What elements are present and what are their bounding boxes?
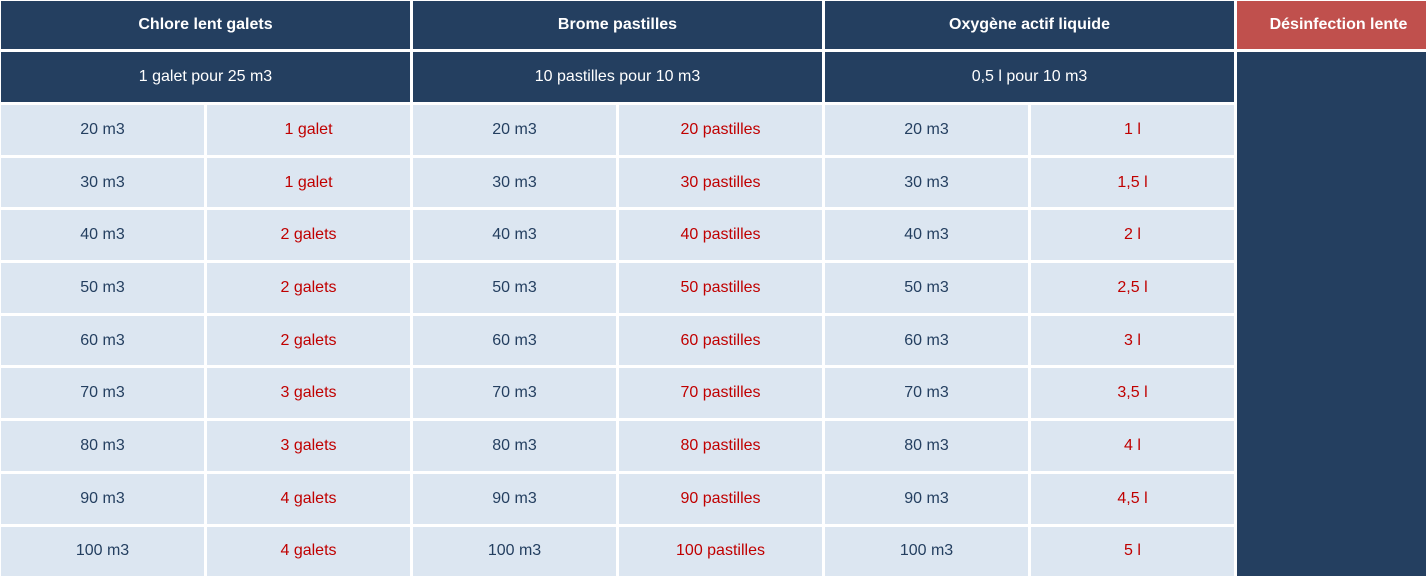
brome-volume-cell: 70 m3 <box>413 368 616 418</box>
brome-dose-cell: 100 pastilles <box>619 527 822 576</box>
oxygene-dose-cell: 1 l <box>1031 105 1234 155</box>
chlore-volume-cell: 60 m3 <box>1 316 204 366</box>
brome-volume-cell: 50 m3 <box>413 263 616 313</box>
oxygene-volume-cell: 60 m3 <box>825 316 1028 366</box>
chlore-dose-cell: 1 galet <box>207 105 410 155</box>
desinfection-side-panel <box>1237 52 1426 576</box>
subheader-brome: 10 pastilles pour 10 m3 <box>413 52 822 102</box>
brome-volume-cell: 60 m3 <box>413 316 616 366</box>
chlore-volume-cell: 80 m3 <box>1 421 204 471</box>
oxygene-dose-cell: 2,5 l <box>1031 263 1234 313</box>
subheader-oxygene: 0,5 l pour 10 m3 <box>825 52 1234 102</box>
brome-volume-cell: 30 m3 <box>413 158 616 208</box>
dosage-table-sheet: Chlore lent galets Brome pastilles Oxygè… <box>0 0 1426 550</box>
chlore-volume-cell: 20 m3 <box>1 105 204 155</box>
oxygene-dose-cell: 3,5 l <box>1031 368 1234 418</box>
brome-volume-cell: 90 m3 <box>413 474 616 524</box>
oxygene-dose-cell: 5 l <box>1031 527 1234 576</box>
oxygene-volume-cell: 30 m3 <box>825 158 1028 208</box>
chlore-dose-cell: 4 galets <box>207 527 410 576</box>
brome-dose-cell: 80 pastilles <box>619 421 822 471</box>
header-oxygene: Oxygène actif liquide <box>825 1 1234 49</box>
chlore-volume-cell: 90 m3 <box>1 474 204 524</box>
chlore-dose-cell: 2 galets <box>207 316 410 366</box>
oxygene-volume-cell: 100 m3 <box>825 527 1028 576</box>
chlore-dose-cell: 2 galets <box>207 263 410 313</box>
brome-volume-cell: 100 m3 <box>413 527 616 576</box>
brome-dose-cell: 70 pastilles <box>619 368 822 418</box>
brome-dose-cell: 60 pastilles <box>619 316 822 366</box>
header-desinfection-lente: Désinfection lente <box>1237 1 1426 49</box>
brome-dose-cell: 90 pastilles <box>619 474 822 524</box>
chlore-volume-cell: 100 m3 <box>1 527 204 576</box>
oxygene-volume-cell: 50 m3 <box>825 263 1028 313</box>
chlore-volume-cell: 70 m3 <box>1 368 204 418</box>
brome-volume-cell: 80 m3 <box>413 421 616 471</box>
oxygene-dose-cell: 3 l <box>1031 316 1234 366</box>
oxygene-dose-cell: 1,5 l <box>1031 158 1234 208</box>
chlore-volume-cell: 40 m3 <box>1 210 204 260</box>
oxygene-volume-cell: 80 m3 <box>825 421 1028 471</box>
chlore-volume-cell: 50 m3 <box>1 263 204 313</box>
oxygene-volume-cell: 40 m3 <box>825 210 1028 260</box>
header-chlore: Chlore lent galets <box>1 1 410 49</box>
chlore-dose-cell: 4 galets <box>207 474 410 524</box>
chlore-dose-cell: 1 galet <box>207 158 410 208</box>
chlore-dose-cell: 3 galets <box>207 421 410 471</box>
header-brome: Brome pastilles <box>413 1 822 49</box>
oxygene-volume-cell: 20 m3 <box>825 105 1028 155</box>
brome-dose-cell: 20 pastilles <box>619 105 822 155</box>
brome-volume-cell: 40 m3 <box>413 210 616 260</box>
oxygene-volume-cell: 70 m3 <box>825 368 1028 418</box>
brome-dose-cell: 30 pastilles <box>619 158 822 208</box>
subheader-chlore: 1 galet pour 25 m3 <box>1 52 410 102</box>
chlore-dose-cell: 3 galets <box>207 368 410 418</box>
brome-dose-cell: 50 pastilles <box>619 263 822 313</box>
oxygene-dose-cell: 4,5 l <box>1031 474 1234 524</box>
brome-volume-cell: 20 m3 <box>413 105 616 155</box>
chlore-volume-cell: 30 m3 <box>1 158 204 208</box>
oxygene-dose-cell: 4 l <box>1031 421 1234 471</box>
oxygene-volume-cell: 90 m3 <box>825 474 1028 524</box>
chlore-dose-cell: 2 galets <box>207 210 410 260</box>
brome-dose-cell: 40 pastilles <box>619 210 822 260</box>
oxygene-dose-cell: 2 l <box>1031 210 1234 260</box>
